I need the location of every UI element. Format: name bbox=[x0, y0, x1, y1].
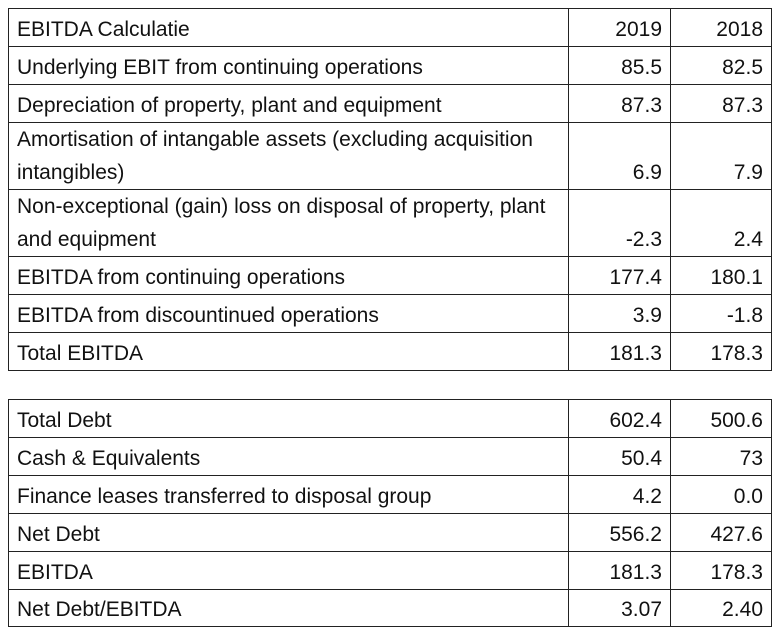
table-row: Amortisation of intangable assets (exclu… bbox=[8, 122, 772, 190]
table-row: Total Debt 602.4 500.6 bbox=[8, 399, 772, 438]
table-row: Net Debt 556.2 427.6 bbox=[8, 513, 772, 552]
value-2018: 0.0 bbox=[670, 475, 772, 514]
value-2019: 6.9 bbox=[568, 122, 671, 190]
value-2019: 181.3 bbox=[568, 551, 671, 590]
row-label: Total Debt bbox=[8, 399, 569, 438]
table-row: EBITDA 181.3 178.3 bbox=[8, 551, 772, 590]
value-2018: 2.40 bbox=[670, 589, 772, 627]
row-label: Net Debt bbox=[8, 513, 569, 552]
row-label: Finance leases transferred to disposal g… bbox=[8, 475, 569, 514]
value-2018: 500.6 bbox=[670, 399, 772, 438]
value-2018: 73 bbox=[670, 437, 772, 476]
row-label: EBITDA from discountinued operations bbox=[8, 294, 569, 333]
table-row: Underlying EBIT from continuing operatio… bbox=[8, 46, 772, 85]
header-label: EBITDA Calculatie bbox=[8, 8, 569, 47]
value-2019: 556.2 bbox=[568, 513, 671, 552]
value-2019: 3.9 bbox=[568, 294, 671, 333]
table-row: EBITDA from continuing operations 177.4 … bbox=[8, 256, 772, 295]
row-label: Cash & Equivalents bbox=[8, 437, 569, 476]
row-label: Non-exceptional (gain) loss on disposal … bbox=[8, 189, 569, 257]
row-label: Amortisation of intangable assets (exclu… bbox=[8, 122, 569, 190]
row-label: Underlying EBIT from continuing operatio… bbox=[8, 46, 569, 85]
row-label: EBITDA bbox=[8, 551, 569, 590]
value-2018: 82.5 bbox=[670, 46, 772, 85]
value-2019: 3.07 bbox=[568, 589, 671, 627]
value-2018: 178.3 bbox=[670, 332, 772, 371]
value-2019: -2.3 bbox=[568, 189, 671, 257]
value-2019: 85.5 bbox=[568, 46, 671, 85]
row-label: EBITDA from continuing operations bbox=[8, 256, 569, 295]
value-2018: 87.3 bbox=[670, 84, 772, 123]
row-label: Net Debt/EBITDA bbox=[8, 589, 569, 627]
value-2018: 180.1 bbox=[670, 256, 772, 295]
value-2018: -1.8 bbox=[670, 294, 772, 333]
header-year-2019: 2019 bbox=[568, 8, 671, 47]
value-2018: 2.4 bbox=[670, 189, 772, 257]
value-2018: 427.6 bbox=[670, 513, 772, 552]
table-row: Total EBITDA 181.3 178.3 bbox=[8, 332, 772, 371]
value-2019: 602.4 bbox=[568, 399, 671, 438]
table-row: EBITDA from discountinued operations 3.9… bbox=[8, 294, 772, 333]
value-2019: 50.4 bbox=[568, 437, 671, 476]
value-2019: 4.2 bbox=[568, 475, 671, 514]
net-debt-table: Total Debt 602.4 500.6 Cash & Equivalent… bbox=[8, 399, 772, 627]
row-label: Depreciation of property, plant and equi… bbox=[8, 84, 569, 123]
value-2019: 177.4 bbox=[568, 256, 671, 295]
table-row: Non-exceptional (gain) loss on disposal … bbox=[8, 189, 772, 257]
table-header-row: EBITDA Calculatie 2019 2018 bbox=[8, 8, 772, 47]
value-2018: 7.9 bbox=[670, 122, 772, 190]
table-row: Finance leases transferred to disposal g… bbox=[8, 475, 772, 514]
header-year-2018: 2018 bbox=[670, 8, 772, 47]
table-row: Depreciation of property, plant and equi… bbox=[8, 84, 772, 123]
table-row: Net Debt/EBITDA 3.07 2.40 bbox=[8, 589, 772, 627]
table-row: Cash & Equivalents 50.4 73 bbox=[8, 437, 772, 476]
value-2019: 181.3 bbox=[568, 332, 671, 371]
row-label: Total EBITDA bbox=[8, 332, 569, 371]
value-2019: 87.3 bbox=[568, 84, 671, 123]
value-2018: 178.3 bbox=[670, 551, 772, 590]
ebitda-calculation-table: EBITDA Calculatie 2019 2018 Underlying E… bbox=[8, 8, 772, 371]
